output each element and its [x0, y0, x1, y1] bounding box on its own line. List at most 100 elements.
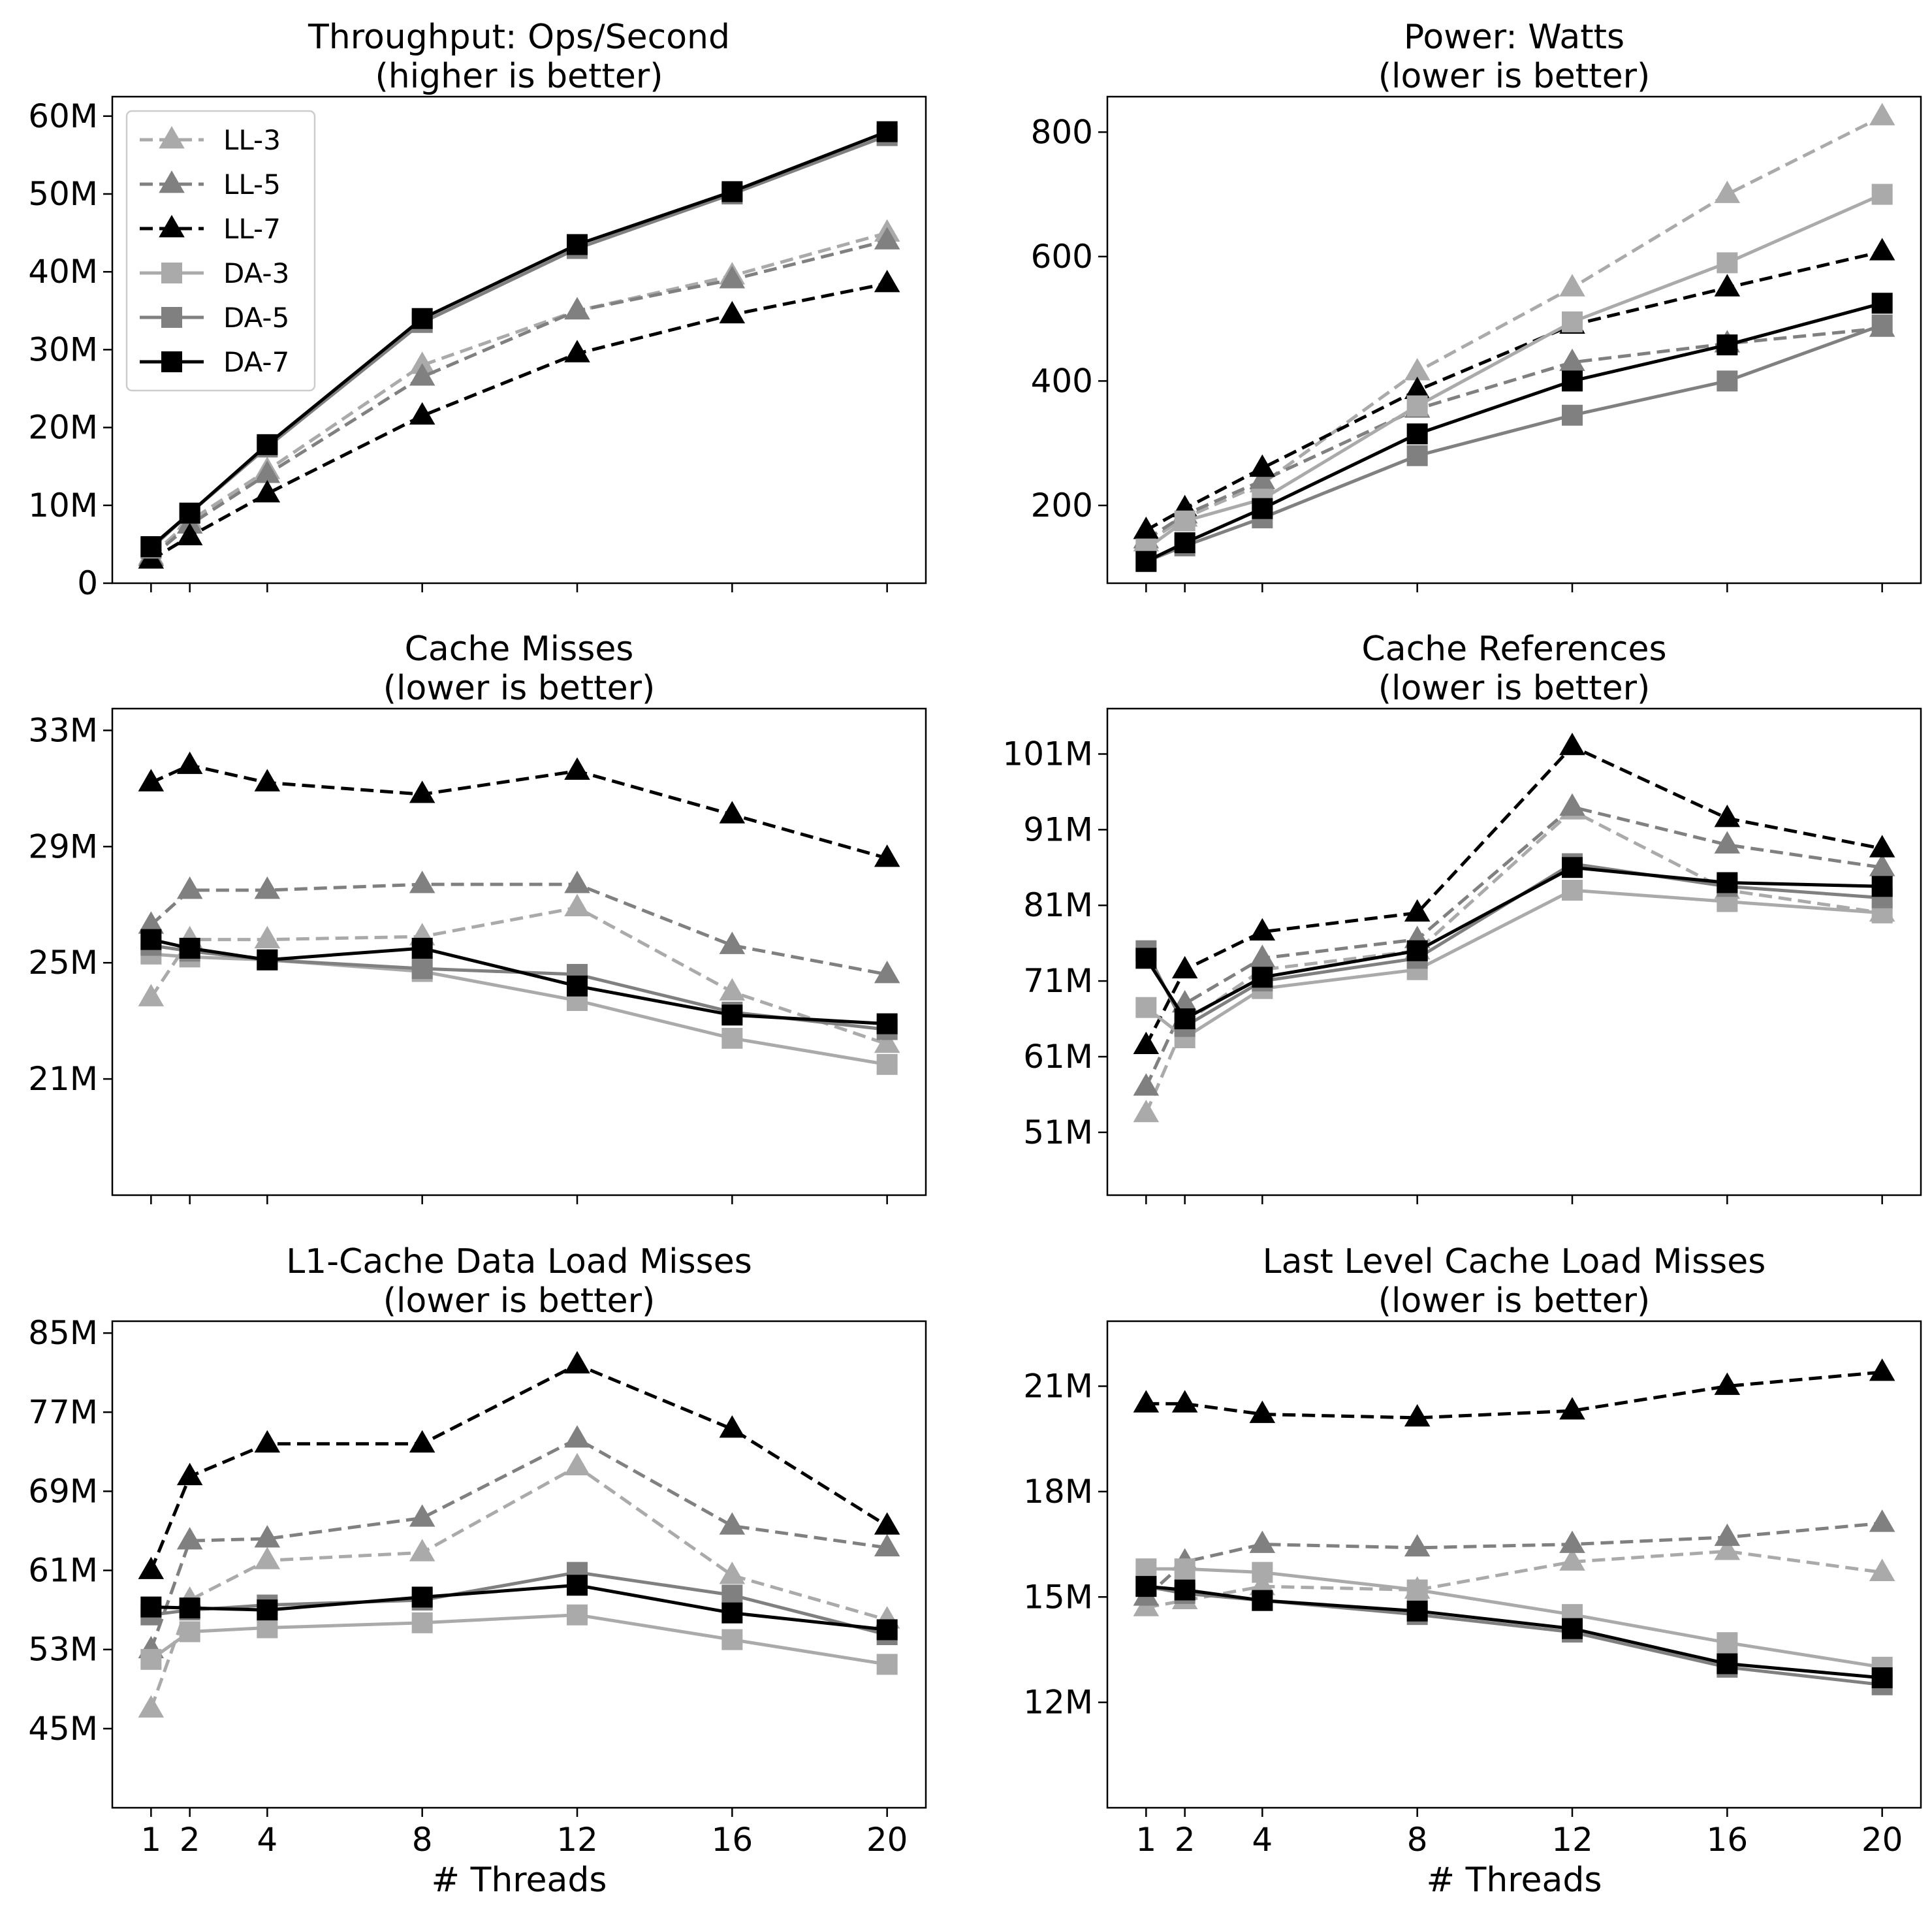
- panel-6-axes-frame: [1106, 1320, 1922, 1809]
- panel-3-point-ll-7: [254, 769, 281, 792]
- panel-2-point-da-5: [1717, 370, 1738, 392]
- panel-4-point-da-7: [1562, 857, 1583, 878]
- panel-6-point-da-7: [1406, 1600, 1428, 1622]
- panel-3-point-da-7: [567, 975, 588, 997]
- panel-6-point-da-7: [1717, 1653, 1738, 1675]
- panel-4-point-ll-5: [1133, 1073, 1160, 1096]
- panel-2-point-ll-7: [1249, 454, 1276, 477]
- panel-5-point-da-3: [140, 1648, 162, 1670]
- panel-6-point-ll-7: [1171, 1390, 1198, 1413]
- panel-4-point-ll-7: [1559, 732, 1585, 756]
- panel-5-point-ll-3: [409, 1539, 435, 1562]
- panel-5-point-ll-3: [138, 1695, 165, 1718]
- panel-4-point-ll-7: [1133, 1031, 1160, 1054]
- panel-1-point-da-7: [876, 121, 898, 142]
- legend-item-da-3: DA-3: [140, 257, 289, 289]
- panel-4-ytick-label: 101M: [1002, 735, 1093, 773]
- panel-6-series-da-3: [1135, 1558, 1893, 1678]
- legend-marker-da-5: [161, 307, 182, 328]
- panel-2-title: Power: Watts: [1404, 18, 1624, 57]
- panel-5-series-da-5: [140, 1562, 898, 1646]
- panel-5-ytick-label: 85M: [28, 1314, 98, 1352]
- panel-6-xtick-label: 12: [1551, 1821, 1593, 1859]
- panel-3-point-ll-7: [564, 757, 590, 780]
- panel-3-point-da-5: [411, 958, 433, 980]
- panel-2-ytick-label: 800: [1031, 113, 1093, 151]
- panel-3-point-ll-5: [874, 960, 900, 984]
- panel-5-xtick-label: 16: [712, 1821, 753, 1859]
- panel-2-point-da-3: [1174, 510, 1196, 532]
- panel-5-ytick-label: 45M: [28, 1710, 98, 1748]
- panel-5-point-ll-7: [138, 1556, 165, 1579]
- panel-3-point-ll-3: [874, 1030, 900, 1053]
- panel-5-xtick-label: 4: [257, 1821, 277, 1859]
- panel-6-xtick-label: 2: [1175, 1821, 1196, 1859]
- panel-4-point-da-7: [1174, 1008, 1196, 1030]
- panel-6-point-ll-3: [1559, 1548, 1585, 1571]
- panel-6-ytick-label: 15M: [1023, 1578, 1093, 1616]
- panel-3-series-ll-5: [138, 871, 900, 984]
- panel-5-point-da-5: [721, 1584, 743, 1606]
- panel-5-xtick-label: 20: [866, 1821, 908, 1859]
- panel-3-point-ll-3: [719, 978, 746, 1001]
- panel-2-point-da-3: [1562, 311, 1583, 332]
- panel-1-axes-frame: [111, 95, 927, 585]
- panel-3-point-da-7: [257, 949, 278, 970]
- panel-5-point-da-7: [567, 1575, 588, 1596]
- panel-6-xtick-label: 20: [1861, 1821, 1903, 1859]
- panel-5-point-ll-5: [719, 1512, 746, 1535]
- panel-6-point-ll-3: [1714, 1537, 1741, 1560]
- panel-6-ytick-label: 18M: [1023, 1473, 1093, 1511]
- panel-1-ytick-label: 30M: [28, 330, 98, 368]
- legend-marker-ll-7: [159, 214, 185, 238]
- panel-4-point-ll-5: [1714, 831, 1741, 854]
- panel-6-xtick-label: 4: [1252, 1821, 1273, 1859]
- panel-1-point-ll-7: [874, 270, 900, 293]
- panel-4-series-line-ll-5: [1145, 805, 1883, 1088]
- panel-1-ytick-label: 20M: [28, 409, 98, 447]
- panel-1-point-ll-5: [874, 227, 900, 249]
- panel-1-title: Throughput: Ops/Second: [308, 18, 730, 57]
- panel-4-cache-references: Cache References(lower is better) 51M 61M 7…: [1002, 630, 1922, 1204]
- panel-4-point-ll-7: [1171, 955, 1198, 979]
- panel-2-point-ll-5: [1559, 348, 1585, 372]
- panel-6-subtitle: (lower is better): [1378, 1281, 1650, 1321]
- panel-6-point-ll-7: [1559, 1397, 1585, 1420]
- panel-2-subtitle: (lower is better): [1378, 57, 1650, 96]
- panel-3-point-ll-7: [874, 844, 900, 867]
- panel-2-point-da-7: [1252, 498, 1273, 519]
- panel-6-ytick-label: 21M: [1023, 1368, 1093, 1405]
- panel-3-point-da-7: [140, 929, 162, 950]
- panel-5-point-da-7: [140, 1596, 162, 1618]
- panel-5-point-ll-7: [254, 1430, 281, 1453]
- panel-6-point-da-3: [1174, 1558, 1196, 1580]
- panel-1-point-ll-5: [409, 363, 435, 386]
- panel-5-series-ll-3: [138, 1452, 900, 1718]
- panel-2-point-ll-3: [1714, 180, 1741, 203]
- panel-4-point-ll-3: [1133, 1099, 1160, 1123]
- legend-label-ll-3: LL-3: [223, 124, 281, 156]
- panel-6-point-ll-7: [1714, 1372, 1741, 1395]
- panel-3-ytick-label: 33M: [28, 711, 98, 749]
- legend-label-ll-7: LL-7: [223, 213, 281, 245]
- panel-3-ytick-label: 21M: [28, 1060, 98, 1098]
- panel-5-point-ll-7: [874, 1512, 900, 1535]
- panel-2-series-da-7: [1135, 293, 1893, 572]
- panel-1-subtitle: (higher is better): [375, 57, 663, 96]
- panel-3-axes-frame: [111, 707, 927, 1196]
- panel-5-point-ll-5: [874, 1533, 900, 1557]
- panel-2-point-da-3: [1406, 395, 1428, 417]
- panel-4-point-ll-5: [1559, 793, 1585, 816]
- panel-2-series-ll-3: [1133, 103, 1895, 552]
- panel-5-series-da-3: [140, 1604, 898, 1675]
- panel-2-point-ll-3: [1559, 274, 1585, 297]
- panel-3-point-ll-5: [409, 871, 435, 893]
- panel-4-ytick-label: 81M: [1023, 886, 1093, 924]
- panel-6-point-ll-3: [1869, 1558, 1895, 1581]
- panel-5-point-ll-3: [719, 1562, 746, 1584]
- legend-item-ll-3: LL-3: [140, 124, 281, 156]
- panel-2-power-watts: Power: Watts(lower is better) 200 400 600 80…: [1031, 18, 1922, 592]
- panel-3-point-ll-7: [138, 769, 165, 792]
- panel-2-point-ll-7: [1714, 274, 1741, 297]
- panel-4-ytick-label: 61M: [1023, 1038, 1093, 1076]
